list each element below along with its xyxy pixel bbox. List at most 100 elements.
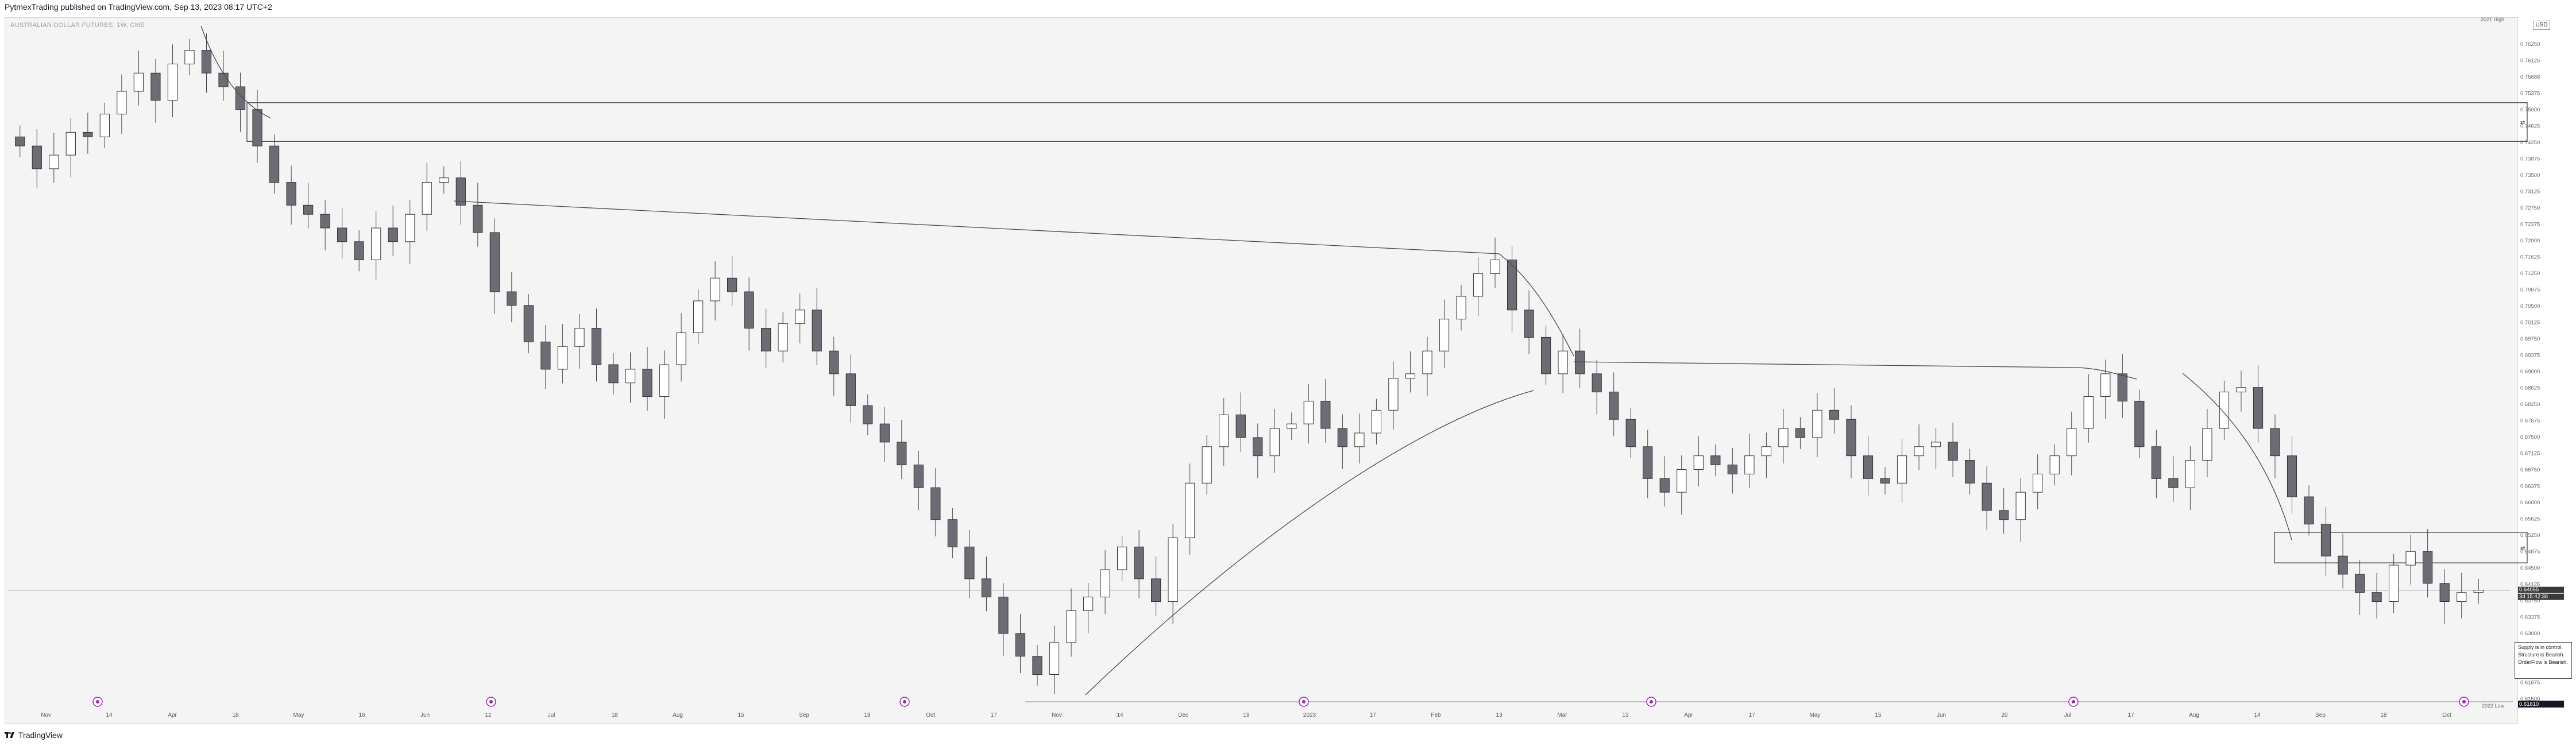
supply-zone-box	[2274, 532, 2528, 563]
candle-body	[1219, 414, 1229, 447]
candle-body	[2270, 428, 2280, 457]
x-tick-label: 13	[1622, 712, 1629, 718]
candle-body	[201, 50, 212, 74]
info-box: Supply is in control. Structure is Beari…	[2515, 642, 2572, 679]
candle-body	[1388, 378, 1399, 411]
candle-body	[32, 145, 42, 169]
candle-body	[2354, 574, 2365, 593]
candle-body	[829, 350, 839, 374]
high-label: 2021 High	[2481, 17, 2504, 22]
y-tick-label: 0.64875	[2520, 549, 2540, 555]
chart-pane[interactable]	[5, 17, 2518, 724]
x-tick-label: Apr	[168, 712, 177, 718]
candle-body	[1015, 633, 1026, 657]
fed-event-dot	[96, 700, 99, 704]
current-price-tag-bg	[2518, 586, 2564, 593]
candle-body	[2236, 387, 2246, 393]
y-tick-label: 0.64125	[2520, 582, 2540, 588]
candle-body	[2439, 583, 2450, 602]
candle-body	[1575, 350, 1585, 374]
candle-body	[1829, 409, 1840, 420]
candle-body	[1982, 482, 1992, 511]
y-tick-label: 0.65250	[2520, 532, 2540, 539]
candle-body	[1812, 409, 1822, 438]
y-tick-label: 0.63750	[2520, 598, 2540, 604]
candle-body	[1253, 437, 1263, 457]
low-label: 2022 Low	[2482, 703, 2505, 709]
candle-body	[2049, 455, 2060, 474]
candle-body	[405, 214, 415, 242]
y-tick-label: 0.67125	[2520, 451, 2540, 457]
current-price-tag: 0.64055	[2519, 587, 2539, 593]
countdown-tag: 3d 15:42:36	[2519, 594, 2548, 600]
x-tick-label: 18	[2380, 712, 2387, 718]
candle-body	[659, 364, 670, 397]
y-tick-label: 0.70875	[2520, 287, 2540, 293]
candle-body	[2304, 496, 2314, 525]
candle-body	[2168, 478, 2179, 488]
candle-body	[1761, 446, 1771, 457]
candle-body	[1643, 446, 1653, 479]
candle-body	[2457, 592, 2467, 602]
brand-label: TradingView	[18, 730, 63, 740]
currency-button[interactable]: USD	[2533, 21, 2550, 30]
candle-body	[2423, 551, 2433, 584]
candle-body	[845, 373, 856, 406]
countdown-tag-bg	[2518, 593, 2564, 600]
candle-body	[2473, 590, 2484, 593]
candle-body	[1914, 446, 1924, 457]
x-tick-label: Feb	[1431, 712, 1441, 718]
y-tick-label: 0.65625	[2520, 516, 2540, 523]
candle-body	[2338, 555, 2348, 575]
candle-body	[1795, 428, 1806, 438]
candle-body	[557, 346, 568, 370]
candle-body	[337, 227, 347, 242]
fed-event-dot	[1302, 700, 1306, 704]
candle-body	[2320, 524, 2331, 556]
candle-body	[1999, 510, 2009, 520]
candle-body	[1677, 469, 1687, 493]
candle-body	[2015, 492, 2026, 520]
fed-event-dot	[903, 700, 906, 704]
y-tick-label: 0.70500	[2520, 303, 2540, 310]
price-axis-area[interactable]	[2518, 17, 2576, 724]
x-tick-label: 19	[864, 712, 871, 718]
trendline-curve	[200, 25, 271, 118]
candle-body	[1354, 432, 1365, 447]
candle-body	[710, 277, 720, 302]
y-tick-label: 0.74625	[2520, 123, 2540, 130]
x-tick-label: Sep	[2315, 712, 2326, 718]
candle-body	[252, 109, 262, 146]
candle-body	[455, 177, 466, 206]
x-tick-label: 17	[1369, 712, 1376, 718]
candle-body	[2067, 428, 2077, 457]
fed-event-dot	[1650, 700, 1653, 704]
candle-body	[1863, 455, 1874, 479]
candle-body	[1287, 423, 1297, 429]
candle-body	[1490, 260, 1500, 274]
x-tick-label: May	[293, 712, 304, 718]
candle-body	[1473, 273, 1484, 297]
info-structure: Structure is Bearish.	[2518, 652, 2565, 658]
candle-body	[964, 546, 975, 579]
candle-body	[2219, 392, 2230, 429]
trendline-curve	[1085, 390, 1534, 695]
candle-body	[642, 369, 652, 397]
x-tick-label: Sep	[799, 712, 809, 718]
candle-body	[1337, 428, 1347, 447]
candle-body	[2083, 396, 2094, 429]
y-tick-label: 0.63000	[2520, 631, 2540, 637]
candle-body	[1778, 428, 1789, 447]
candle-body	[913, 465, 924, 488]
y-tick-label: 0.69375	[2520, 353, 2540, 359]
candle-body	[2389, 565, 2399, 602]
x-tick-label: Jul	[2064, 712, 2072, 718]
candle-body	[473, 204, 483, 233]
candle-body	[1507, 260, 1517, 311]
candle-body	[1405, 373, 1416, 379]
y-tick-label: 0.66750	[2520, 467, 2540, 473]
candle-body	[1371, 409, 1382, 434]
candle-body	[1235, 414, 1246, 438]
candle-body	[2033, 473, 2043, 493]
